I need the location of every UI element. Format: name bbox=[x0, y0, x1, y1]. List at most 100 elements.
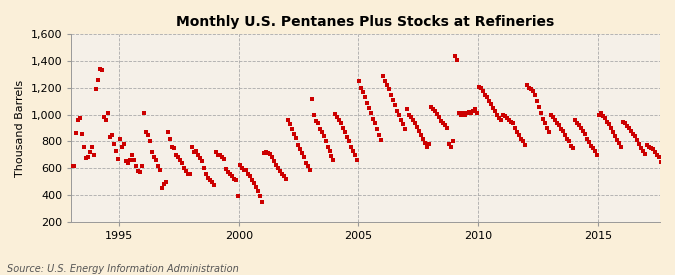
Point bbox=[398, 122, 408, 126]
Point bbox=[127, 153, 138, 157]
Point bbox=[414, 128, 425, 133]
Point bbox=[276, 172, 287, 176]
Point bbox=[554, 123, 564, 128]
Point bbox=[593, 112, 604, 117]
Point bbox=[585, 144, 596, 148]
Point bbox=[396, 118, 407, 122]
Point bbox=[495, 118, 506, 122]
Point bbox=[651, 153, 662, 157]
Point bbox=[470, 107, 481, 111]
Point bbox=[282, 118, 293, 122]
Point bbox=[516, 136, 526, 141]
Point bbox=[583, 139, 594, 144]
Point bbox=[528, 88, 539, 93]
Point bbox=[537, 116, 548, 121]
Point bbox=[564, 139, 574, 144]
Point bbox=[67, 164, 78, 168]
Point bbox=[643, 145, 654, 149]
Point bbox=[410, 120, 421, 125]
Point bbox=[146, 150, 157, 154]
Point bbox=[416, 133, 427, 137]
Point bbox=[87, 145, 98, 149]
Point bbox=[605, 126, 616, 131]
Point bbox=[111, 148, 122, 153]
Point bbox=[464, 110, 475, 114]
Point bbox=[574, 123, 585, 128]
Point bbox=[79, 145, 90, 150]
Point bbox=[402, 107, 412, 111]
Point bbox=[649, 150, 660, 154]
Point bbox=[121, 159, 132, 164]
Point bbox=[514, 133, 524, 138]
Point bbox=[506, 120, 516, 124]
Point bbox=[366, 111, 377, 116]
Point bbox=[533, 104, 544, 109]
Point bbox=[589, 149, 600, 153]
Point bbox=[259, 151, 269, 156]
Y-axis label: Thousand Barrels: Thousand Barrels bbox=[15, 79, 25, 177]
Point bbox=[142, 133, 153, 137]
Point bbox=[192, 153, 203, 157]
Point bbox=[452, 58, 462, 63]
Point bbox=[211, 150, 221, 154]
Point bbox=[99, 115, 109, 120]
Point bbox=[83, 155, 94, 160]
Point bbox=[314, 126, 325, 131]
Point bbox=[85, 150, 96, 154]
Point bbox=[73, 118, 84, 122]
Point bbox=[224, 172, 235, 176]
Point bbox=[265, 152, 275, 156]
Point bbox=[392, 108, 403, 113]
Point bbox=[657, 164, 668, 168]
Point bbox=[485, 102, 496, 106]
Point bbox=[558, 129, 568, 134]
Point bbox=[545, 112, 556, 117]
Point bbox=[328, 158, 339, 162]
Point bbox=[639, 152, 650, 156]
Point bbox=[129, 158, 140, 162]
Point bbox=[190, 148, 201, 153]
Point bbox=[171, 153, 182, 158]
Point bbox=[186, 145, 197, 149]
Point bbox=[568, 146, 578, 150]
Point bbox=[577, 129, 588, 133]
Point bbox=[458, 111, 468, 116]
Point bbox=[432, 112, 443, 116]
Point bbox=[280, 177, 291, 181]
Point bbox=[250, 185, 261, 189]
Point bbox=[460, 112, 470, 117]
Point bbox=[175, 158, 186, 162]
Point bbox=[370, 121, 381, 126]
Point bbox=[384, 87, 395, 91]
Point bbox=[254, 194, 265, 199]
Point bbox=[163, 130, 173, 134]
Point bbox=[180, 169, 191, 173]
Point bbox=[188, 150, 199, 154]
Point bbox=[462, 111, 472, 115]
Point bbox=[631, 138, 642, 142]
Point bbox=[95, 67, 105, 71]
Point bbox=[296, 151, 307, 156]
Point bbox=[468, 109, 479, 114]
Point bbox=[75, 116, 86, 120]
Point bbox=[560, 133, 570, 137]
Point bbox=[194, 156, 205, 160]
Point bbox=[647, 147, 658, 152]
Point bbox=[372, 127, 383, 131]
Point bbox=[123, 161, 134, 165]
Point bbox=[274, 169, 285, 173]
Point bbox=[510, 126, 520, 130]
Point bbox=[230, 178, 241, 182]
Point bbox=[290, 136, 301, 140]
Point bbox=[374, 133, 385, 137]
Point bbox=[482, 95, 493, 100]
Point bbox=[148, 155, 159, 160]
Point bbox=[434, 115, 445, 120]
Point bbox=[616, 145, 626, 149]
Point bbox=[88, 153, 99, 157]
Point bbox=[140, 130, 151, 134]
Point bbox=[663, 186, 674, 191]
Point bbox=[304, 168, 315, 172]
Point bbox=[138, 111, 149, 116]
Point bbox=[228, 177, 239, 181]
